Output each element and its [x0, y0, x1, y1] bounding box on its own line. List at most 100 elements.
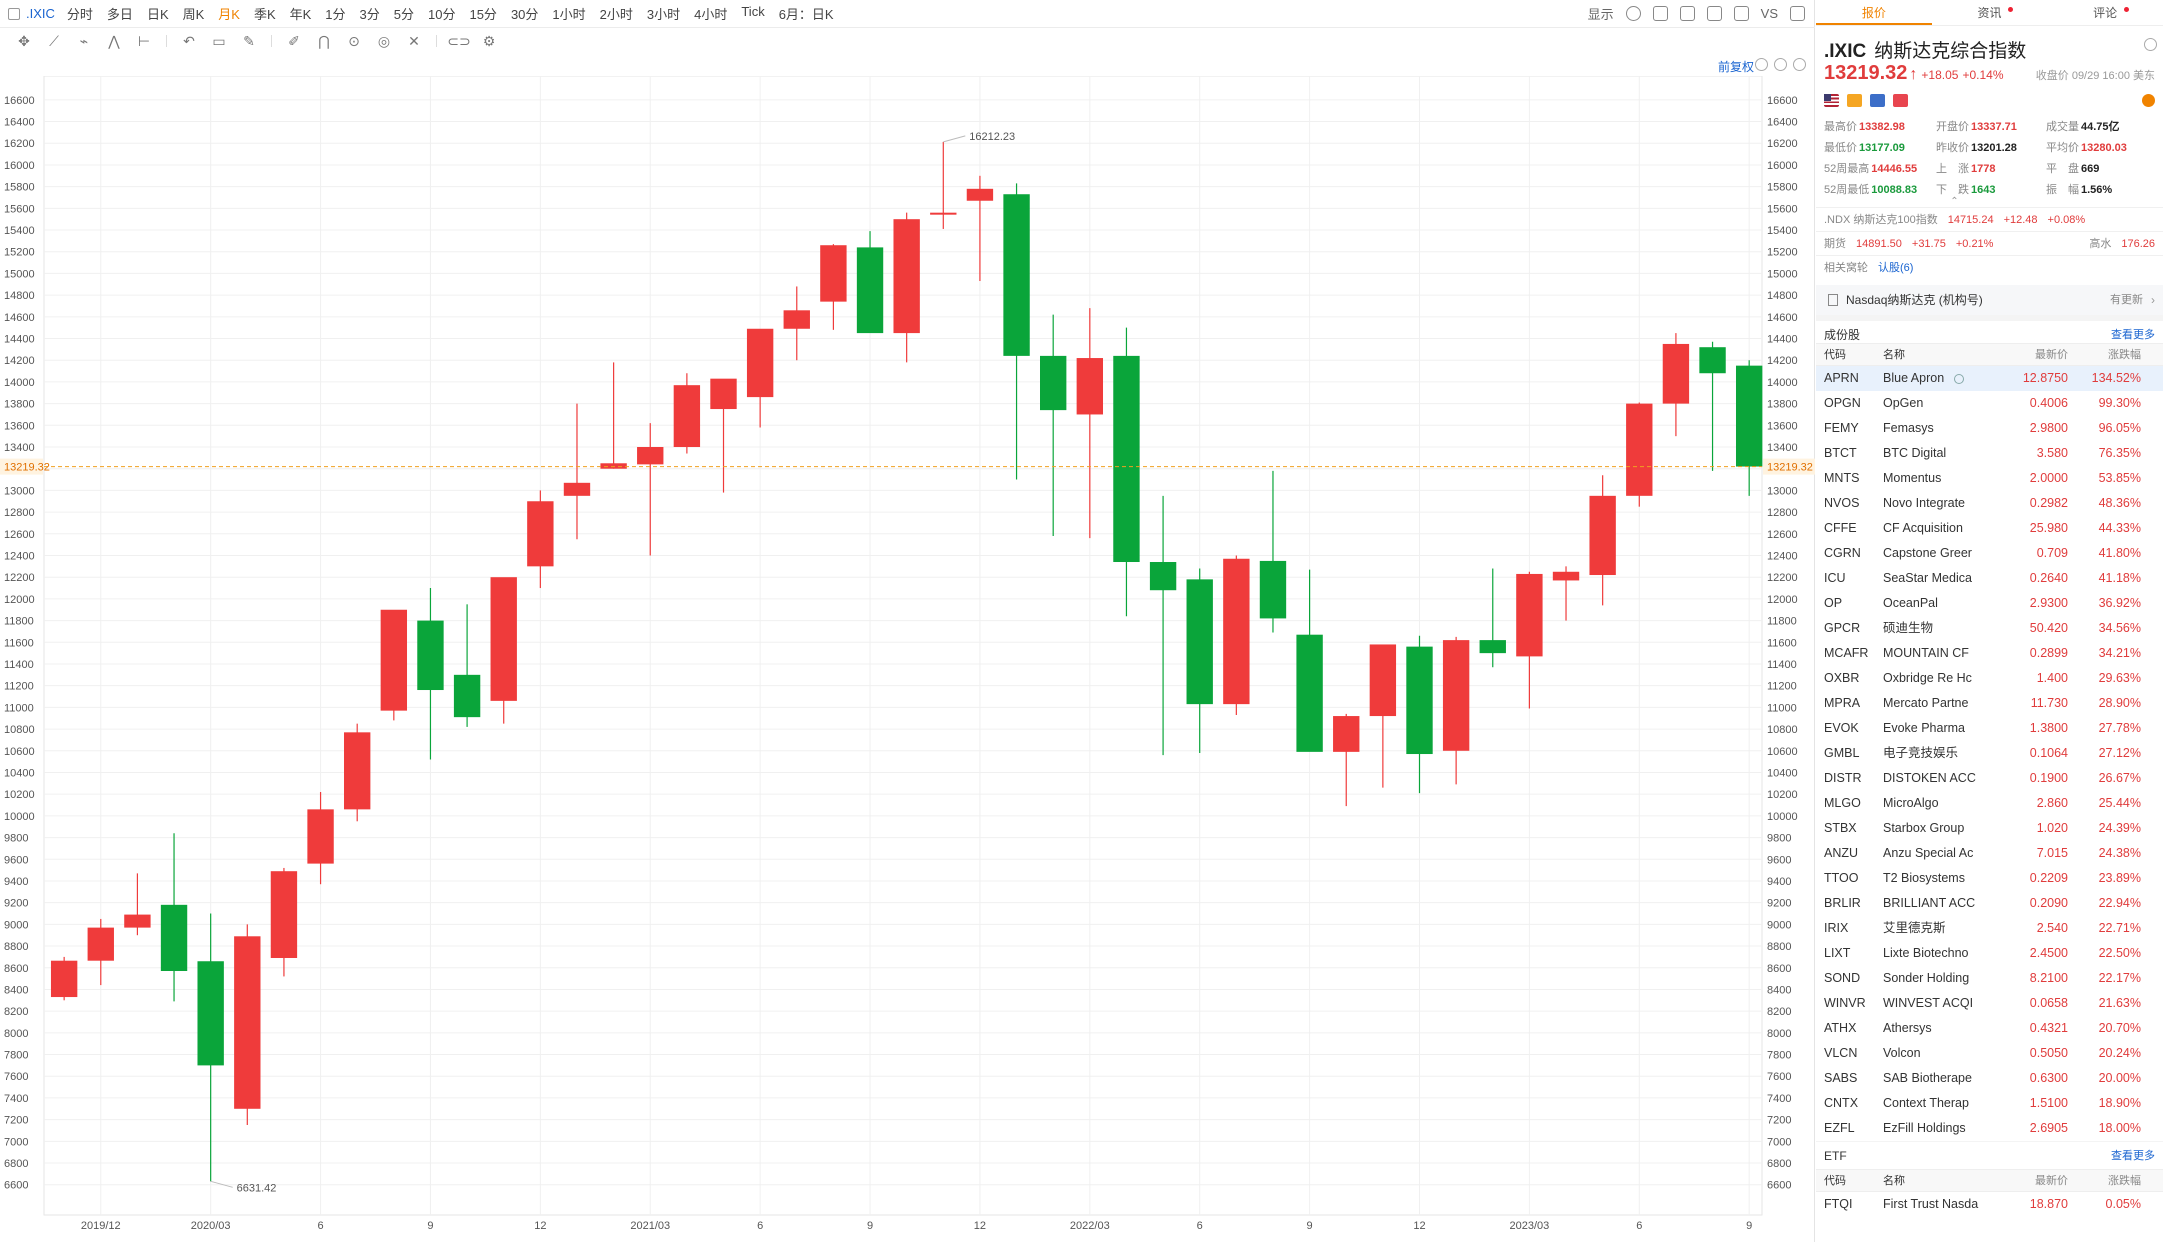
- period-0[interactable]: 分时: [66, 7, 93, 22]
- y-tick-label-right: 13600: [1767, 420, 1798, 432]
- fib-icon[interactable]: ⌁: [79, 32, 89, 49]
- favorite-badge-icon[interactable]: [1893, 93, 1908, 107]
- table-row[interactable]: SABS SAB Biotherape 0.6300 20.00%: [1816, 1066, 2163, 1091]
- undo-icon[interactable]: ↶: [183, 32, 195, 49]
- period-9[interactable]: 5分: [393, 7, 414, 22]
- table-row[interactable]: OXBR Oxbridge Re Hc 1.400 29.63%: [1816, 666, 2163, 691]
- magnet-icon[interactable]: ⋂: [318, 32, 330, 49]
- table-row[interactable]: GPCR 硕迪生物 50.420 34.56%: [1816, 616, 2163, 641]
- table-row[interactable]: APRN Blue Apron 12.8750 134.52%: [1816, 366, 2163, 391]
- tab-comments[interactable]: 评论: [2047, 0, 2163, 25]
- period-1[interactable]: 多日: [106, 7, 133, 22]
- table-row[interactable]: EZFL EzFill Holdings 2.6905 18.00%: [1816, 1116, 2163, 1141]
- display-menu[interactable]: 显示: [1587, 7, 1614, 22]
- table-row[interactable]: GMBL 电子竞技娱乐 0.1064 27.12%: [1816, 741, 2163, 766]
- period-4[interactable]: 月K: [218, 7, 240, 22]
- compare-vs-button[interactable]: VS: [1760, 6, 1778, 21]
- table-row[interactable]: OP OceanPal 2.9300 36.92%: [1816, 591, 2163, 616]
- reset-icon[interactable]: [1755, 58, 1768, 71]
- period-10[interactable]: 10分: [428, 7, 456, 22]
- screenshot-icon[interactable]: [1679, 6, 1695, 21]
- settings-icon[interactable]: ⚙: [482, 32, 496, 49]
- table-row[interactable]: DISTR DISTOKEN ACC 0.1900 26.67%: [1816, 766, 2163, 791]
- trendline-icon[interactable]: ⟋: [49, 32, 59, 49]
- table-row[interactable]: TTOO T2 Biosystems 0.2209 23.89%: [1816, 866, 2163, 891]
- template-icon[interactable]: [1652, 6, 1668, 21]
- news-row[interactable]: Nasdaq纳斯达克 (机构号) 有更新 ›: [1816, 285, 2163, 315]
- period-6[interactable]: 年K: [289, 7, 312, 22]
- period-15[interactable]: 3小时: [646, 7, 681, 22]
- layout-icon[interactable]: [8, 7, 20, 20]
- table-row[interactable]: MCAFR MOUNTAIN CF 0.2899 34.21%: [1816, 641, 2163, 666]
- tab-news[interactable]: 资讯: [1932, 0, 2048, 25]
- hide-icon[interactable]: ◎: [377, 32, 391, 49]
- period-3[interactable]: 周K: [182, 7, 205, 22]
- table-row[interactable]: MPRA Mercato Partne 11.730 28.90%: [1816, 691, 2163, 716]
- panel-toggle-icon[interactable]: [1790, 6, 1805, 21]
- period-17[interactable]: Tick: [741, 4, 765, 19]
- period-11[interactable]: 15分: [469, 7, 497, 22]
- crosshair-icon[interactable]: ✥: [18, 32, 30, 49]
- collapse-chevron-icon[interactable]: ⌃: [1950, 196, 1959, 207]
- pattern-icon[interactable]: ⋀: [108, 32, 120, 49]
- period-2[interactable]: 日K: [146, 7, 169, 22]
- period-18[interactable]: 6月：日K: [778, 7, 834, 22]
- zoom-out-icon[interactable]: [1774, 58, 1787, 71]
- trash-icon[interactable]: ✕: [408, 32, 420, 49]
- watch-icon[interactable]: [1954, 373, 1965, 384]
- alert-icon[interactable]: [2142, 93, 2155, 107]
- table-row[interactable]: CNTX Context Therap 1.5100 18.90%: [1816, 1091, 2163, 1116]
- table-row[interactable]: ICU SeaStar Medica 0.2640 41.18%: [1816, 566, 2163, 591]
- y-tick-label-left: 7200: [4, 1115, 28, 1127]
- compare-icon[interactable]: ⊂⊃: [447, 32, 471, 49]
- zoom-in-icon[interactable]: [1793, 58, 1806, 71]
- table-row[interactable]: MNTS Momentus 2.0000 53.85%: [1816, 466, 2163, 491]
- adjust-mode-label[interactable]: 前复权: [1717, 60, 1754, 74]
- table-row[interactable]: CFFE CF Acquisition 25.980 44.33%: [1816, 516, 2163, 541]
- period-16[interactable]: 4小时: [694, 7, 728, 22]
- table-row[interactable]: ATHX Athersys 0.4321 20.70%: [1816, 1016, 2163, 1041]
- options-badge-icon[interactable]: [1847, 93, 1862, 107]
- period-12[interactable]: 30分: [510, 7, 539, 22]
- table-row[interactable]: WINVR WINVEST ACQI 0.0658 21.63%: [1816, 991, 2163, 1016]
- candlestick-chart[interactable]: 6600 6600 6800 6800 7000 7000 7200 7200 7400 7400…: [0, 76, 1815, 1242]
- ndx-row[interactable]: .NDX 纳斯达克100指数 14715.24 +12.48 +0.08%: [1816, 207, 2163, 231]
- fullscreen-icon[interactable]: [1733, 6, 1749, 21]
- pen-icon[interactable]: ✐: [288, 32, 300, 49]
- table-row[interactable]: BTCT BTC Digital 3.580 76.35%: [1816, 441, 2163, 466]
- table-row[interactable]: FEMY Femasys 2.9800 96.05%: [1816, 416, 2163, 441]
- sort-pct-header[interactable]: 涨跌幅: [2108, 349, 2141, 361]
- report-badge-icon[interactable]: [1870, 93, 1885, 107]
- tab-quote[interactable]: 报价: [1816, 0, 1932, 25]
- period-14[interactable]: 2小时: [599, 7, 633, 22]
- note-icon[interactable]: ✎: [243, 32, 255, 49]
- table-row[interactable]: SOND Sonder Holding 8.2100 22.17%: [1816, 966, 2163, 991]
- table-row[interactable]: BRLIR BRILLIANT ACC 0.2090 22.94%: [1816, 891, 2163, 916]
- constituents-more-link[interactable]: 查看更多: [2111, 329, 2155, 341]
- symbol-label[interactable]: .IXIC: [26, 6, 55, 21]
- table-row[interactable]: FTQI First Trust Nasda 18.870 0.05%: [1816, 1192, 2163, 1217]
- table-row[interactable]: ANZU Anzu Special Ac 7.015 24.38%: [1816, 841, 2163, 866]
- period-5[interactable]: 季K: [253, 7, 276, 22]
- table-row[interactable]: EVOK Evoke Pharma 1.3800 27.78%: [1816, 716, 2163, 741]
- indicator-settings-icon[interactable]: [1625, 6, 1641, 21]
- table-row[interactable]: IRIX 艾里德克斯 2.540 22.71%: [1816, 916, 2163, 941]
- period-8[interactable]: 3分: [359, 7, 380, 22]
- table-row[interactable]: NVOS Novo Integrate 0.2982 48.36%: [1816, 491, 2163, 516]
- table-row[interactable]: LIXT Lixte Biotechno 2.4500 22.50%: [1816, 941, 2163, 966]
- futures-row[interactable]: 期货 14891.50 +31.75 +0.21% 高水 176.26: [1816, 231, 2163, 255]
- table-row[interactable]: OPGN OpGen 0.4006 99.30%: [1816, 391, 2163, 416]
- warrants-link[interactable]: 认股(6): [1878, 262, 1914, 274]
- period-7[interactable]: 1分: [325, 7, 346, 22]
- table-row[interactable]: CGRN Capstone Greer 0.709 41.80%: [1816, 541, 2163, 566]
- pencil-icon[interactable]: [1706, 6, 1722, 21]
- gear-icon[interactable]: [2144, 38, 2157, 51]
- etf-more-link[interactable]: 查看更多: [2111, 1150, 2155, 1162]
- table-row[interactable]: STBX Starbox Group 1.020 24.39%: [1816, 816, 2163, 841]
- table-row[interactable]: MLGO MicroAlgo 2.860 25.44%: [1816, 791, 2163, 816]
- table-row[interactable]: VLCN Volcon 0.5050 20.24%: [1816, 1041, 2163, 1066]
- measure-icon[interactable]: ⊢: [137, 32, 151, 49]
- period-13[interactable]: 1小时: [552, 7, 586, 22]
- lock-icon[interactable]: ⊙: [348, 32, 360, 49]
- timeframe-icon[interactable]: ▭: [212, 32, 226, 49]
